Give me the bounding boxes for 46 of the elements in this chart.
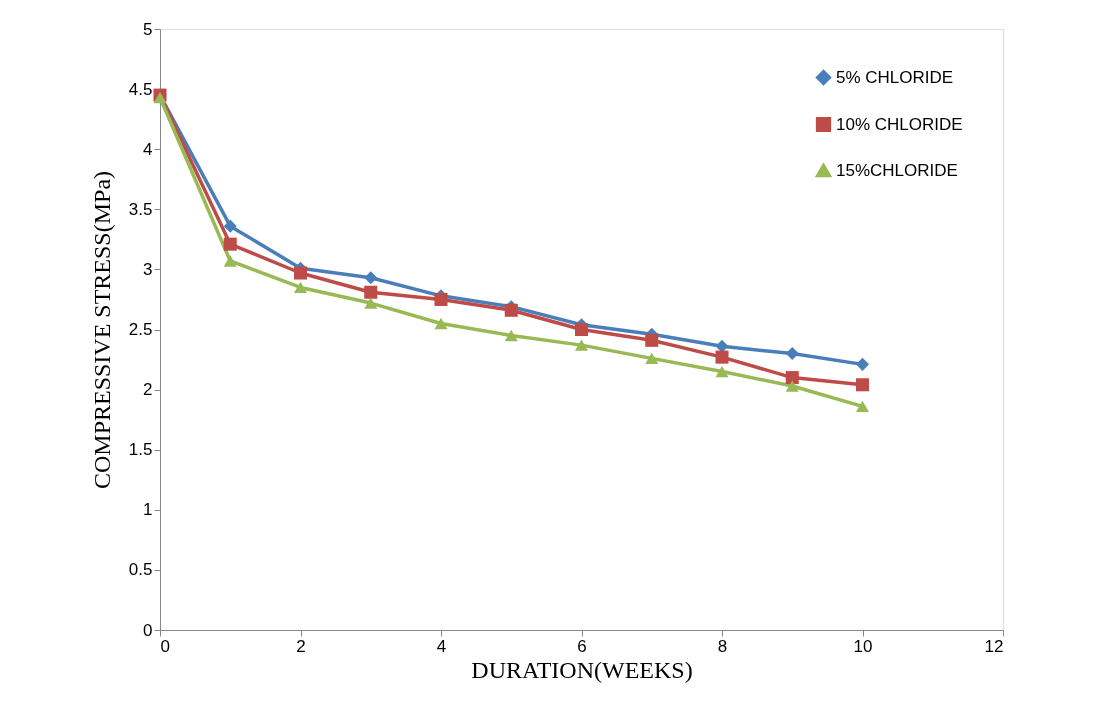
- x-tick-label: 0: [160, 636, 170, 656]
- point: [574, 339, 589, 351]
- x-tick-label: 6: [577, 636, 587, 656]
- y-tick-label: 1.5: [128, 440, 153, 460]
- point: [293, 266, 308, 280]
- point: [223, 255, 237, 267]
- x-tick-label: 2: [296, 636, 306, 656]
- point: [715, 339, 729, 353]
- x-axis-title: DURATION(WEEKS): [471, 656, 693, 683]
- point: [364, 271, 378, 285]
- x-tick-label: 8: [717, 636, 728, 656]
- x-tick-label: 10: [853, 636, 873, 656]
- point: [855, 357, 870, 371]
- y-tick-label: 2: [143, 380, 153, 400]
- point: [645, 333, 659, 347]
- point: [574, 322, 589, 337]
- point: [855, 400, 870, 413]
- point: [504, 329, 518, 342]
- point: [364, 285, 378, 299]
- x-tick-label: 4: [436, 636, 447, 656]
- y-tick-label: 2.5: [128, 320, 153, 339]
- y-tick-label: 4.5: [128, 79, 153, 99]
- y-tick-label: 1: [143, 500, 153, 520]
- legend-label: 5% CHLORIDE: [836, 67, 954, 87]
- point: [785, 347, 799, 361]
- point: [364, 297, 378, 309]
- y-axis-title: COMPRESSIVE STRESS(MPa): [88, 170, 115, 490]
- y-tick-label: 4: [143, 139, 153, 159]
- y-tick-label: 5: [143, 19, 153, 39]
- y-tick-label: 3.5: [128, 199, 153, 219]
- legend-label: 10% CHLORIDE: [836, 114, 963, 134]
- y-tick-label: 0.5: [128, 560, 153, 580]
- point: [434, 317, 448, 330]
- point: [715, 365, 729, 378]
- point: [293, 281, 308, 294]
- point: [223, 237, 237, 251]
- y-tick-label: 3: [143, 259, 153, 279]
- point: [715, 350, 729, 364]
- x-tick-label: 12: [984, 636, 1004, 656]
- point: [785, 371, 799, 385]
- point: [645, 352, 659, 364]
- legend-label: 15%CHLORIDE: [836, 160, 958, 180]
- point: [855, 378, 870, 392]
- point: [785, 380, 799, 392]
- point: [223, 219, 237, 233]
- y-tick-label: 0: [143, 620, 153, 640]
